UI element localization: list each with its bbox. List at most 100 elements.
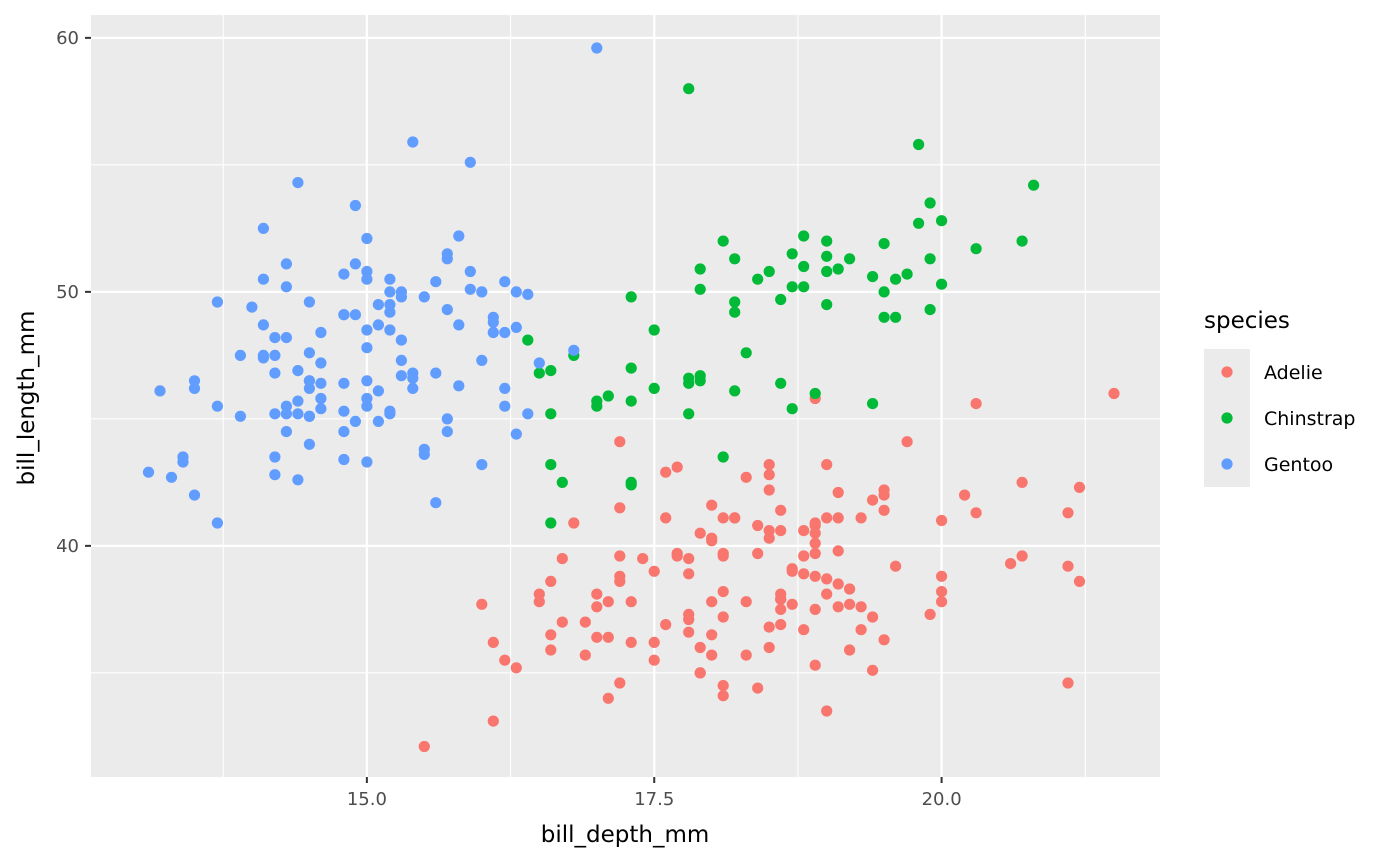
- data-point: [568, 344, 580, 356]
- data-point: [395, 370, 407, 382]
- data-point: [234, 349, 246, 361]
- data-point: [648, 654, 660, 666]
- data-point: [556, 616, 568, 628]
- data-point: [729, 296, 741, 308]
- data-point: [1108, 387, 1120, 400]
- data-point: [545, 629, 557, 641]
- data-point: [280, 426, 292, 438]
- data-point: [579, 649, 591, 661]
- data-point: [384, 408, 396, 420]
- data-point: [867, 664, 879, 676]
- data-point: [269, 332, 281, 344]
- data-point: [763, 469, 775, 481]
- data-point: [533, 596, 545, 608]
- data-point: [1062, 507, 1074, 519]
- data-point: [407, 382, 419, 394]
- data-point: [878, 238, 890, 250]
- data-point: [763, 265, 775, 278]
- data-point: [303, 438, 315, 450]
- data-point: [901, 268, 913, 280]
- data-point: [568, 517, 580, 529]
- data-point: [441, 426, 453, 438]
- data-point: [809, 547, 821, 560]
- data-point: [591, 42, 603, 54]
- data-point: [878, 504, 890, 516]
- data-point: [487, 326, 499, 339]
- data-point: [349, 199, 361, 212]
- data-point: [878, 286, 890, 298]
- data-point: [407, 136, 419, 148]
- data-point: [683, 568, 695, 580]
- data-point: [453, 230, 465, 242]
- series-chinstrap: [522, 83, 1040, 529]
- data-point: [855, 624, 867, 636]
- data-point: [257, 273, 269, 285]
- data-point: [683, 377, 695, 389]
- data-point: [867, 398, 879, 410]
- data-point: [246, 301, 258, 313]
- data-point: [591, 588, 603, 600]
- data-point: [545, 644, 557, 656]
- data-point: [280, 258, 292, 270]
- data-point: [970, 243, 982, 255]
- data-point: [717, 451, 729, 463]
- legend-label-adelie: Adelie: [1264, 362, 1323, 384]
- data-point: [499, 276, 511, 288]
- data-point: [832, 263, 844, 275]
- data-point: [1073, 575, 1086, 588]
- data-point: [855, 512, 867, 524]
- data-point: [924, 197, 936, 209]
- data-point: [614, 502, 626, 514]
- data-point: [1016, 550, 1028, 562]
- data-point: [418, 291, 430, 303]
- data-point: [510, 321, 522, 333]
- data-point: [717, 512, 729, 524]
- data-point: [625, 476, 637, 488]
- data-point: [303, 375, 315, 387]
- data-point: [591, 631, 603, 643]
- data-point: [372, 319, 384, 331]
- data-point: [660, 619, 672, 631]
- data-point: [832, 601, 844, 613]
- data-point: [614, 436, 626, 448]
- data-point: [211, 517, 223, 529]
- data-point: [1005, 558, 1017, 570]
- major-gridlines: [91, 15, 1160, 777]
- data-point: [832, 545, 844, 557]
- data-point: [303, 296, 315, 308]
- data-point: [338, 309, 350, 321]
- data-point: [936, 596, 948, 608]
- data-point: [545, 365, 557, 377]
- data-point: [257, 349, 269, 361]
- data-point: [1016, 476, 1028, 488]
- data-point: [338, 377, 350, 389]
- data-point: [522, 408, 534, 420]
- data-point: [798, 260, 810, 273]
- data-point: [924, 608, 936, 621]
- data-point: [867, 494, 879, 506]
- data-point: [775, 619, 787, 631]
- data-point: [349, 258, 361, 270]
- data-point: [625, 291, 637, 303]
- data-point: [602, 596, 614, 608]
- data-point: [648, 382, 660, 394]
- data-point: [717, 680, 729, 692]
- data-point: [372, 385, 384, 397]
- data-point: [303, 410, 315, 422]
- legend-marker-adelie: [1221, 366, 1233, 378]
- legend-marker-gentoo: [1221, 458, 1233, 470]
- data-point: [683, 408, 695, 420]
- data-point: [752, 682, 764, 694]
- data-point: [821, 705, 833, 717]
- data-point: [809, 387, 821, 400]
- data-point: [269, 408, 281, 420]
- data-point: [648, 636, 660, 649]
- data-point: [694, 527, 706, 539]
- data-point: [775, 593, 787, 605]
- data-point: [315, 403, 327, 415]
- data-point: [292, 365, 304, 377]
- data-point: [729, 385, 741, 397]
- data-point: [890, 560, 902, 572]
- data-point: [188, 489, 201, 501]
